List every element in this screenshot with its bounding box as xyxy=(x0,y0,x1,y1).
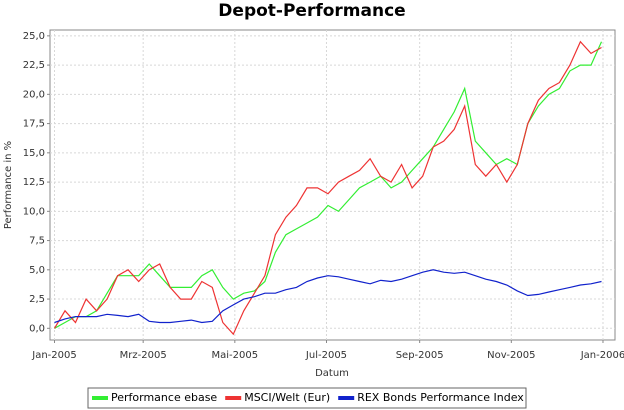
plot-area xyxy=(49,29,616,341)
chart-title: Depot-Performance xyxy=(218,1,405,21)
legend-label: MSCI/Welt (Eur) xyxy=(244,391,330,404)
legend-label: Performance ebase xyxy=(111,391,217,404)
x-tick-label: Jan-2005 xyxy=(31,350,76,361)
y-tick-label: 15,0 xyxy=(23,148,45,159)
series-line xyxy=(54,41,603,329)
y-tick-label: 10,0 xyxy=(23,206,45,217)
x-tick-label: Mai-2005 xyxy=(212,350,259,361)
x-tick-label: Jul-2005 xyxy=(305,350,347,361)
y-axis-label: Performance in % xyxy=(3,141,14,229)
x-tick-label: Mrz-2005 xyxy=(120,350,167,361)
legend xyxy=(87,387,527,409)
x-tick-label: Sep-2005 xyxy=(396,350,444,361)
series-line xyxy=(54,269,602,324)
x-tick-label: Nov-2005 xyxy=(487,350,535,361)
y-tick-label: 7,5 xyxy=(29,236,45,247)
x-axis-label: Datum xyxy=(315,368,349,379)
y-tick-label: 22,5 xyxy=(23,60,45,71)
x-tick-label: Jan-2006 xyxy=(580,350,624,361)
y-tick-label: 25,0 xyxy=(23,31,45,42)
y-tick-label: 17,5 xyxy=(23,119,45,130)
y-tick-label: 5,0 xyxy=(29,265,45,276)
series-line xyxy=(53,40,602,336)
y-tick-label: 2,5 xyxy=(29,294,45,305)
y-tick-label: 12,5 xyxy=(23,177,45,188)
y-tick-label: 20,0 xyxy=(23,89,45,100)
legend-label: REX Bonds Performance Index xyxy=(357,391,524,404)
y-tick-label: 0,0 xyxy=(29,323,45,334)
